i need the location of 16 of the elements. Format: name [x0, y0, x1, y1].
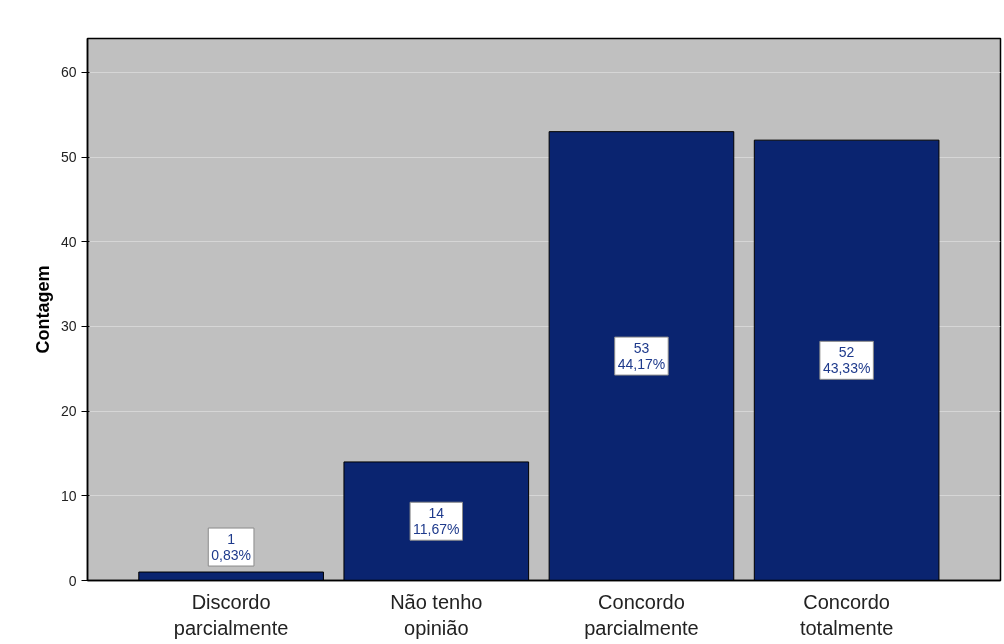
y-tick-label: 50	[60, 149, 77, 166]
y-tick-label: 30	[60, 318, 77, 335]
data-label: 53 44,17%	[617, 340, 666, 373]
data-label: 52 43,33%	[822, 344, 871, 377]
data-label: 14 11,67%	[413, 505, 460, 538]
y-tick-label: 60	[60, 64, 77, 81]
x-tick-label: Concordo totalmente	[799, 590, 894, 639]
y-axis-title: Contagem	[32, 265, 53, 354]
y-tick-label: 0	[68, 572, 77, 589]
y-tick-label: 40	[60, 233, 77, 250]
y-tick-label: 10	[60, 487, 77, 504]
data-label: 1 0,83%	[211, 531, 251, 564]
x-tick-label: Concordo parcialmente	[584, 590, 699, 639]
x-tick-label: Não tenho opinião	[390, 590, 483, 639]
x-tick-label: Discordo parcialmente	[173, 590, 289, 639]
y-tick-label: 20	[60, 403, 77, 420]
